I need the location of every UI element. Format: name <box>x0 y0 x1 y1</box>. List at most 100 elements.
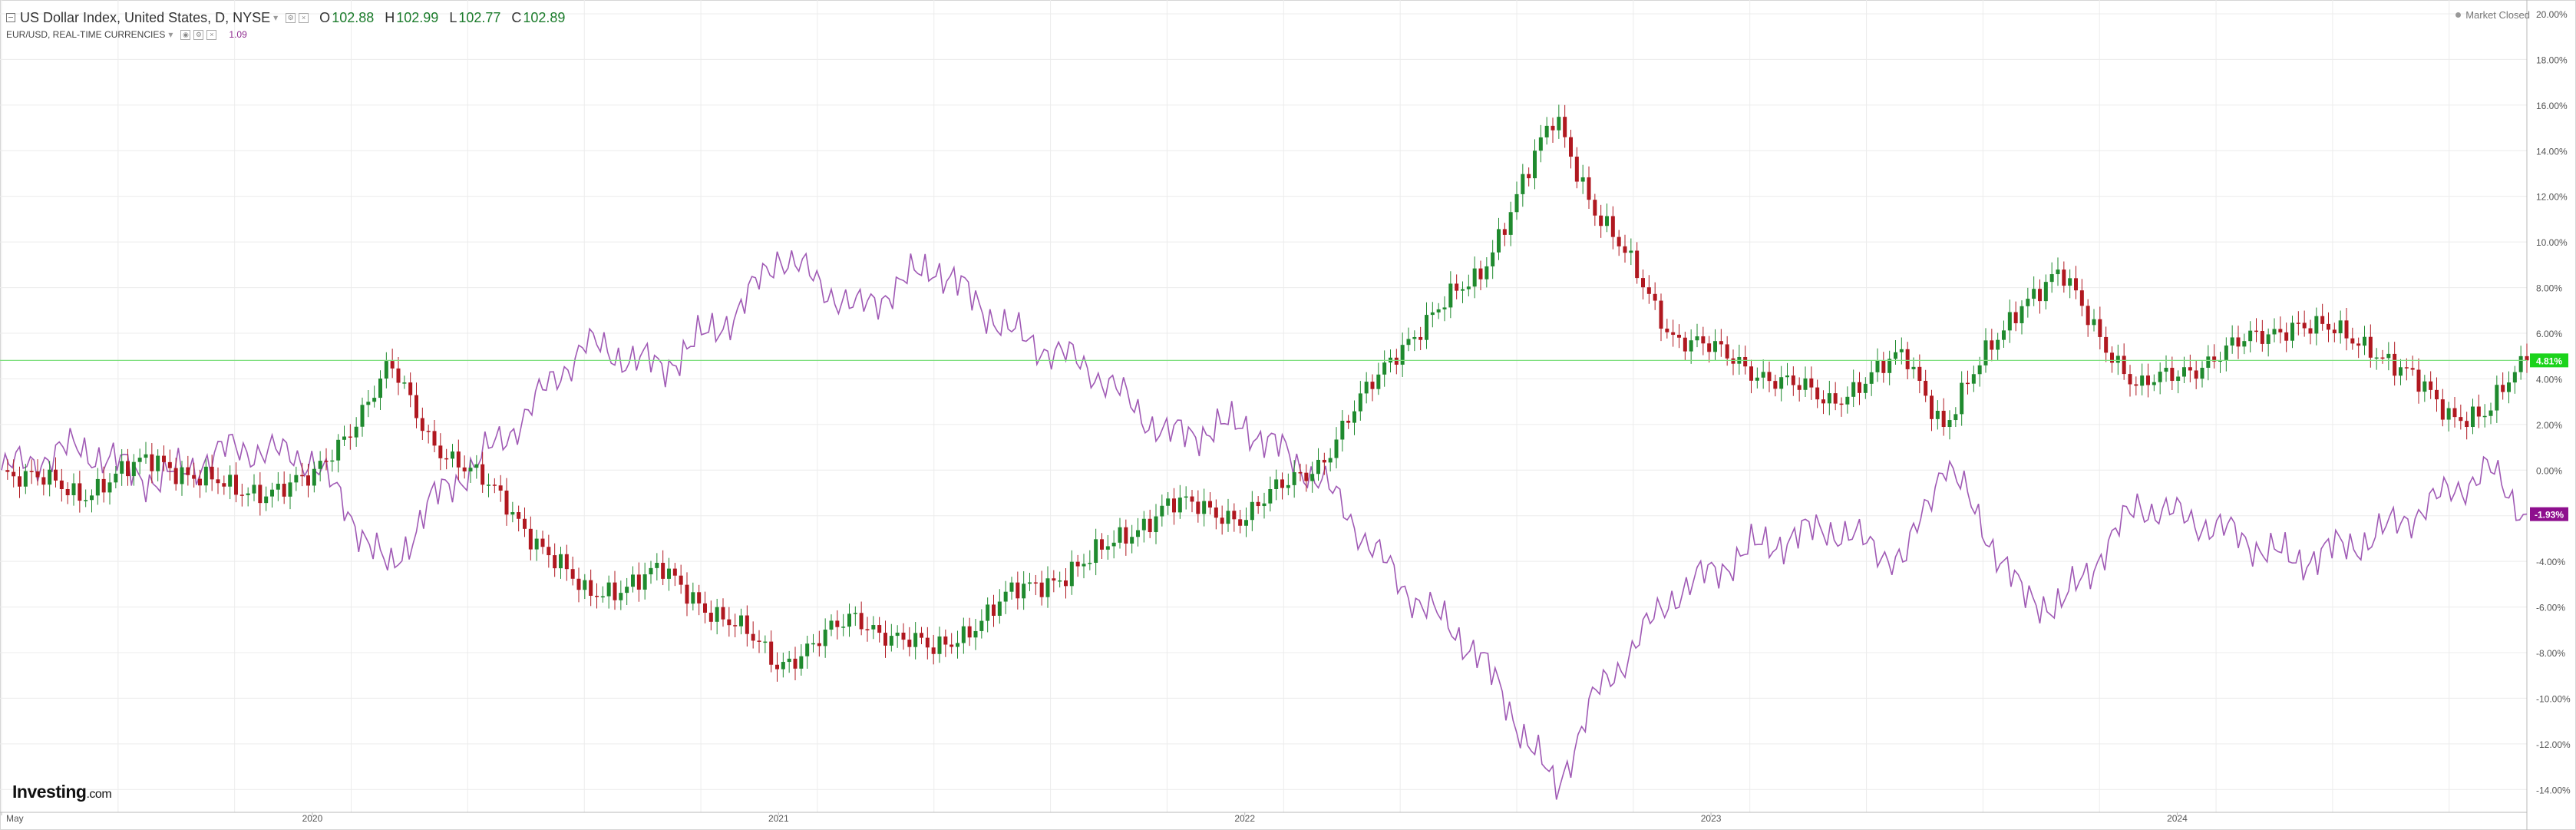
dxy-candle-body <box>1911 366 1916 369</box>
dxy-candle-body <box>390 361 395 369</box>
y-tick-label: 6.00% <box>2536 329 2562 339</box>
dxy-candle-body <box>258 484 263 504</box>
y-tick-label: -8.00% <box>2536 648 2565 659</box>
dxy-candle-body <box>2092 319 2096 326</box>
dxy-candle-body <box>1082 564 1086 567</box>
dxy-candle-body <box>432 431 437 446</box>
dxy-candle-body <box>2068 278 2072 286</box>
close-value: 102.89 <box>523 9 566 25</box>
dxy-candle-body <box>1322 459 1326 463</box>
dxy-candle-body <box>444 458 449 460</box>
dxy-candle-body <box>739 615 743 627</box>
dxy-candle-body <box>703 603 707 613</box>
dxy-candle-body <box>1779 377 1784 389</box>
dxy-candle-body <box>294 475 299 483</box>
dxy-candle-body <box>384 361 388 379</box>
dxy-candle-body <box>2393 353 2397 376</box>
dxy-candle-body <box>1455 283 1459 291</box>
open-value: 102.88 <box>332 9 375 25</box>
close-icon[interactable]: × <box>299 12 309 23</box>
low-value: 102.77 <box>458 9 501 25</box>
dxy-candle-body <box>2007 312 2012 331</box>
chevron-down-icon[interactable]: ▾ <box>273 12 279 23</box>
dxy-candle-body <box>186 467 190 475</box>
dxy-candle-body <box>468 468 473 471</box>
dxy-candle-body <box>1376 374 1381 389</box>
dxy-candle-body <box>1472 268 1477 287</box>
dxy-candle-body <box>631 574 635 587</box>
dxy-candle-body <box>817 643 821 646</box>
dxy-candle-body <box>282 484 286 497</box>
dxy-candle-body <box>992 604 996 617</box>
dxy-candle-body <box>1574 157 1579 182</box>
dxy-candle-body <box>2482 415 2487 418</box>
dxy-candle-body <box>378 378 382 398</box>
dxy-candle-body <box>1400 345 1405 365</box>
dxy-candle-body <box>222 483 226 487</box>
dxy-candle-body <box>1003 591 1008 602</box>
dxy-candle-body <box>606 582 611 597</box>
dxy-candle-body <box>324 461 329 462</box>
dxy-candle-body <box>787 658 791 663</box>
dxy-candle-body <box>1364 382 1369 394</box>
dxy-candle-body <box>1899 349 1904 352</box>
dxy-candle-body <box>101 478 106 493</box>
dxy-candle-body <box>1557 117 1561 131</box>
dxy-candle-body <box>528 528 533 550</box>
close-icon[interactable]: × <box>206 29 217 40</box>
dxy-candle-body <box>1100 539 1104 550</box>
dxy-candle-body <box>2501 385 2505 392</box>
dxy-candle-body <box>348 436 352 438</box>
collapse-legend-button[interactable] <box>6 13 15 22</box>
y-tick-label: 0.00% <box>2536 465 2562 476</box>
dxy-candle-body <box>1671 332 1676 336</box>
dxy-candle-body <box>198 478 202 486</box>
dxy-candle-body <box>2290 322 2294 341</box>
market-status: Market Closed <box>2455 9 2530 21</box>
chevron-down-icon[interactable]: ▾ <box>168 29 173 40</box>
dxy-candle-body <box>1538 137 1543 151</box>
dxy-candle-body <box>1605 216 1609 227</box>
dxy-candle-body <box>769 641 774 665</box>
dxy-candle-body <box>1136 530 1140 537</box>
dxy-candle-body <box>1869 372 1874 384</box>
visibility-icon[interactable]: ◉ <box>180 29 191 40</box>
dxy-candle-body <box>360 405 365 427</box>
dxy-candle-body <box>2206 356 2211 368</box>
dxy-candle-body <box>2368 336 2373 358</box>
dxy-candle-body <box>1960 382 1964 415</box>
dxy-candle-body <box>823 630 827 646</box>
y-tick-label: -6.00% <box>2536 603 2565 613</box>
dxy-candle-body <box>997 601 1002 617</box>
dxy-candle-body <box>1833 393 1838 404</box>
dxy-candle-body <box>414 395 418 418</box>
dxy-candle-body <box>1346 420 1351 423</box>
dxy-candle-body <box>1075 561 1080 567</box>
dxy-candle-body <box>1689 340 1693 352</box>
dxy-candle-body <box>2049 274 2054 283</box>
dxy-candle-body <box>1797 385 1802 390</box>
dxy-candle-body <box>589 580 593 596</box>
dxy-candle-body <box>564 554 569 570</box>
primary-series-title: US Dollar Index, United States, D, NYSE <box>20 9 271 25</box>
settings-icon[interactable]: ⚙ <box>286 12 296 23</box>
dxy-candle-body <box>2236 337 2241 347</box>
dxy-candle-body <box>979 620 984 631</box>
dxy-candle-body <box>1803 378 1808 390</box>
x-tick-label: 2022 <box>1234 813 1255 824</box>
dxy-candle-body <box>35 471 40 478</box>
dxy-candle-body <box>2224 346 2228 361</box>
dxy-candle-body <box>126 461 130 477</box>
settings-icon[interactable]: ⚙ <box>193 29 204 40</box>
dxy-candle-body <box>1731 358 1735 364</box>
eurusd-last-value-label-bg <box>2530 507 2568 521</box>
dxy-candle-body <box>2170 368 2175 382</box>
x-tick-label: 2020 <box>302 813 323 824</box>
dxy-candle-body <box>2440 399 2445 420</box>
dxy-candle-body <box>396 368 401 383</box>
dxy-candle-body <box>2230 337 2234 346</box>
dxy-candle-body <box>2146 375 2150 385</box>
dxy-candle-body <box>1238 519 1243 526</box>
dxy-candle-body <box>1665 329 1669 332</box>
